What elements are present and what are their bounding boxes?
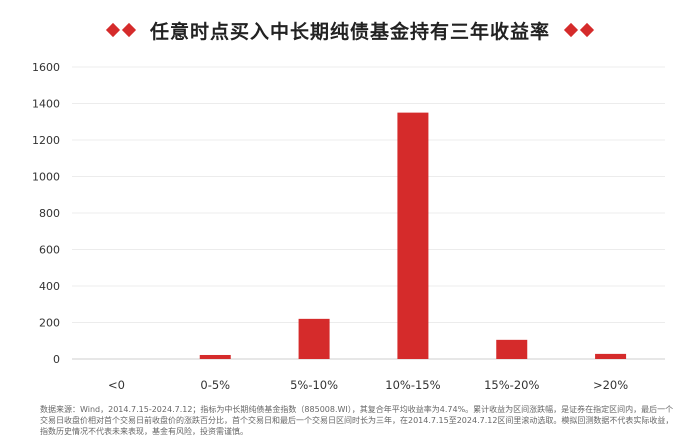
right-diamonds-icon xyxy=(563,22,595,38)
y-tick-label: 1400 xyxy=(32,98,60,111)
x-tick-label: 0-5% xyxy=(200,378,230,392)
bar xyxy=(496,339,528,359)
bar xyxy=(397,112,429,359)
x-tick-label: 5%-10% xyxy=(290,378,338,392)
footnote: 数据来源：Wind，2014.7.15-2024.7.12；指标为中长期纯债基金… xyxy=(40,405,674,436)
title-row: 任意时点买入中长期纯债基金持有三年收益率 xyxy=(0,14,700,46)
x-tick-label: 15%-20% xyxy=(484,378,539,392)
bar xyxy=(595,353,627,359)
y-tick-label: 1600 xyxy=(32,61,60,74)
chart-title: 任意时点买入中长期纯债基金持有三年收益率 xyxy=(149,20,550,43)
x-tick-label: >20% xyxy=(593,378,628,392)
bar-chart: 0 200 400 600 800 1000 1200 1400 1600 <0 0-5% 5%-10… xyxy=(32,61,665,392)
y-tick-label: 400 xyxy=(39,280,60,293)
y-tick-label: 1200 xyxy=(32,134,60,147)
y-tick-label: 1000 xyxy=(32,171,60,184)
bar xyxy=(298,318,330,359)
x-tick-label: 10%-15% xyxy=(385,378,440,392)
y-tick-label: 0 xyxy=(53,353,60,366)
x-tick-label: <0 xyxy=(108,378,125,392)
y-tick-label: 600 xyxy=(39,244,60,257)
y-tick-label: 200 xyxy=(39,317,60,330)
y-tick-label: 800 xyxy=(39,207,60,220)
left-diamonds-icon xyxy=(105,22,137,38)
bar xyxy=(199,354,231,359)
